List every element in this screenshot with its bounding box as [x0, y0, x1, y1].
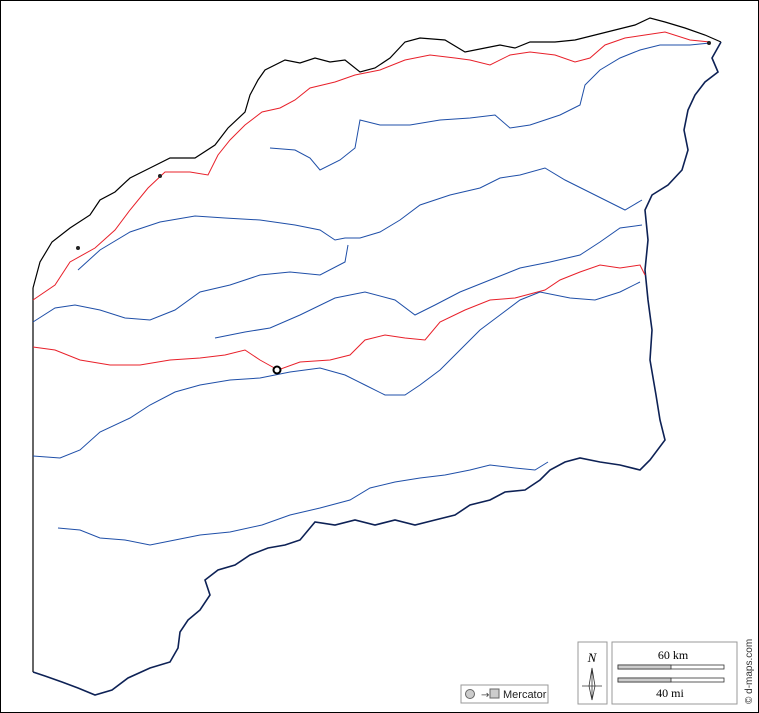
scale-bar-segment [617, 664, 672, 670]
river [77, 167, 643, 271]
credit: © d-maps.com [744, 639, 755, 704]
town-dot [76, 246, 80, 250]
compass-rose [582, 667, 602, 701]
river [57, 461, 549, 546]
scale-km: 60 km [658, 648, 689, 662]
river [269, 42, 711, 171]
road [32, 264, 646, 371]
projection-box [460, 684, 549, 704]
compass-north: N [587, 650, 598, 665]
town-dot [707, 41, 711, 45]
scale-bar-segment [617, 677, 672, 683]
plane-icon [489, 688, 500, 699]
river [214, 224, 643, 339]
east-south-border [32, 41, 722, 696]
road [32, 31, 711, 301]
scale-mi: 40 mi [656, 686, 684, 700]
north-border [32, 17, 722, 289]
globe-icon [465, 689, 475, 699]
arrow: → [481, 690, 489, 701]
scale-box [611, 641, 738, 705]
town-dot [158, 174, 162, 178]
river [32, 281, 641, 459]
river [32, 244, 349, 323]
capital [272, 365, 282, 375]
projection-label: Mercator [503, 689, 547, 701]
